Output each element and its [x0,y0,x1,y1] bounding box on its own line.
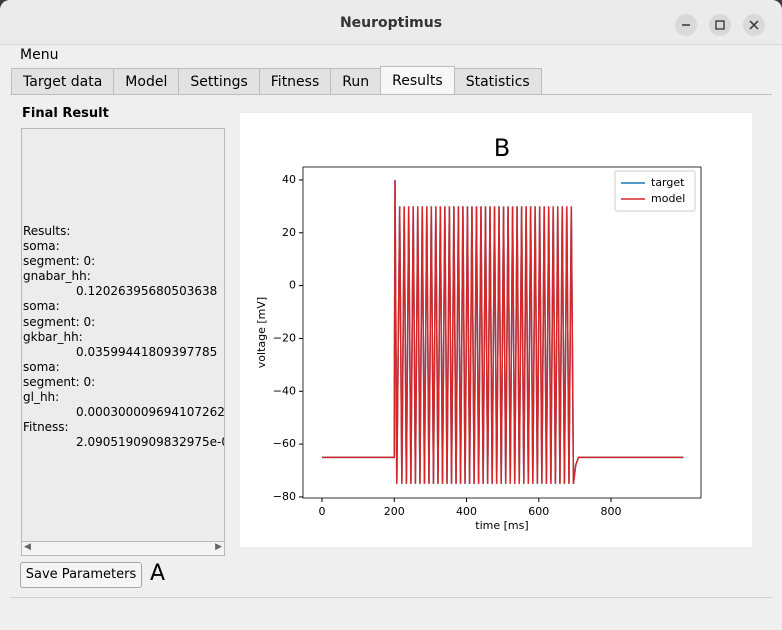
result-line: soma: [23,299,60,314]
scrollbar[interactable]: ◀ ▶ [21,541,225,556]
window-title: Neuroptimus [339,15,443,31]
result-line: gl_hh: [23,390,60,405]
legend-label: model [651,192,685,205]
title-bar: Neuroptimus [0,0,782,45]
status-bar [10,597,772,618]
y-tick-label: −80 [273,490,296,503]
result-line: 2.0905190909832975e-09 [76,435,225,450]
tab[interactable]: Statistics [453,68,542,94]
chart-title: B [494,134,510,162]
x-tick-label: 800 [601,505,622,518]
menu-bar: Menu [10,44,772,66]
y-tick-label: −40 [273,384,296,397]
maximize-button[interactable] [709,14,731,36]
menu-item[interactable]: Menu [20,47,59,63]
result-line: gnabar_hh: [23,269,91,284]
tab-content [10,94,772,597]
y-axis-label: voltage [mV] [255,297,268,368]
result-line: gkbar_hh: [23,329,83,344]
tab[interactable]: Model [113,68,180,94]
tab[interactable]: Results [380,66,455,95]
result-line: 0.03599441809397785 [76,344,218,359]
result-line: segment: 0: [23,314,96,329]
close-button[interactable] [743,14,765,36]
tab-bar: Target data Model Settings Fitness Run Result… [11,66,542,95]
legend-label: target [651,176,685,189]
tab[interactable]: Settings [178,68,260,94]
result-line: segment: 0: [23,374,96,389]
x-axis-label: time [ms] [475,519,528,532]
result-line: 0.12026395680503638 [76,284,218,299]
result-line: 0.0003000096941072622 [76,405,225,420]
x-tick-label: 0 [319,505,326,518]
panel-title: Final Result [22,106,109,121]
annotation: A [150,561,166,586]
series-line [322,179,684,484]
y-tick-label: 0 [289,279,296,292]
x-tick-label: 200 [384,505,405,518]
x-tick-label: 600 [528,505,549,518]
y-tick-label: −20 [273,331,296,344]
legend-box [614,170,696,212]
plot-frame [302,166,702,499]
tab[interactable]: Fitness [258,68,332,94]
x-tick-label: 400 [456,505,477,518]
result-line: soma: [23,239,60,254]
minimize-button[interactable] [675,14,697,36]
results-text: Results: soma: segment: 0: gnabar_hh: 0.1202… [21,128,225,542]
tab[interactable]: Target data [11,68,115,94]
result-line: segment: 0: [23,254,96,269]
result-line: Results: [23,224,71,238]
y-tick-label: −60 [273,437,296,450]
save-button[interactable]: Save Parameters [20,562,142,588]
tab[interactable]: Run [330,68,382,94]
result-line: Fitness: [23,420,69,435]
y-tick-label: 40 [282,173,296,186]
result-line: soma: [23,359,60,374]
y-tick-label: 20 [282,226,296,239]
results-lines: Results: soma: segment: 0: gnabar_hh: 0.1202… [23,224,225,450]
